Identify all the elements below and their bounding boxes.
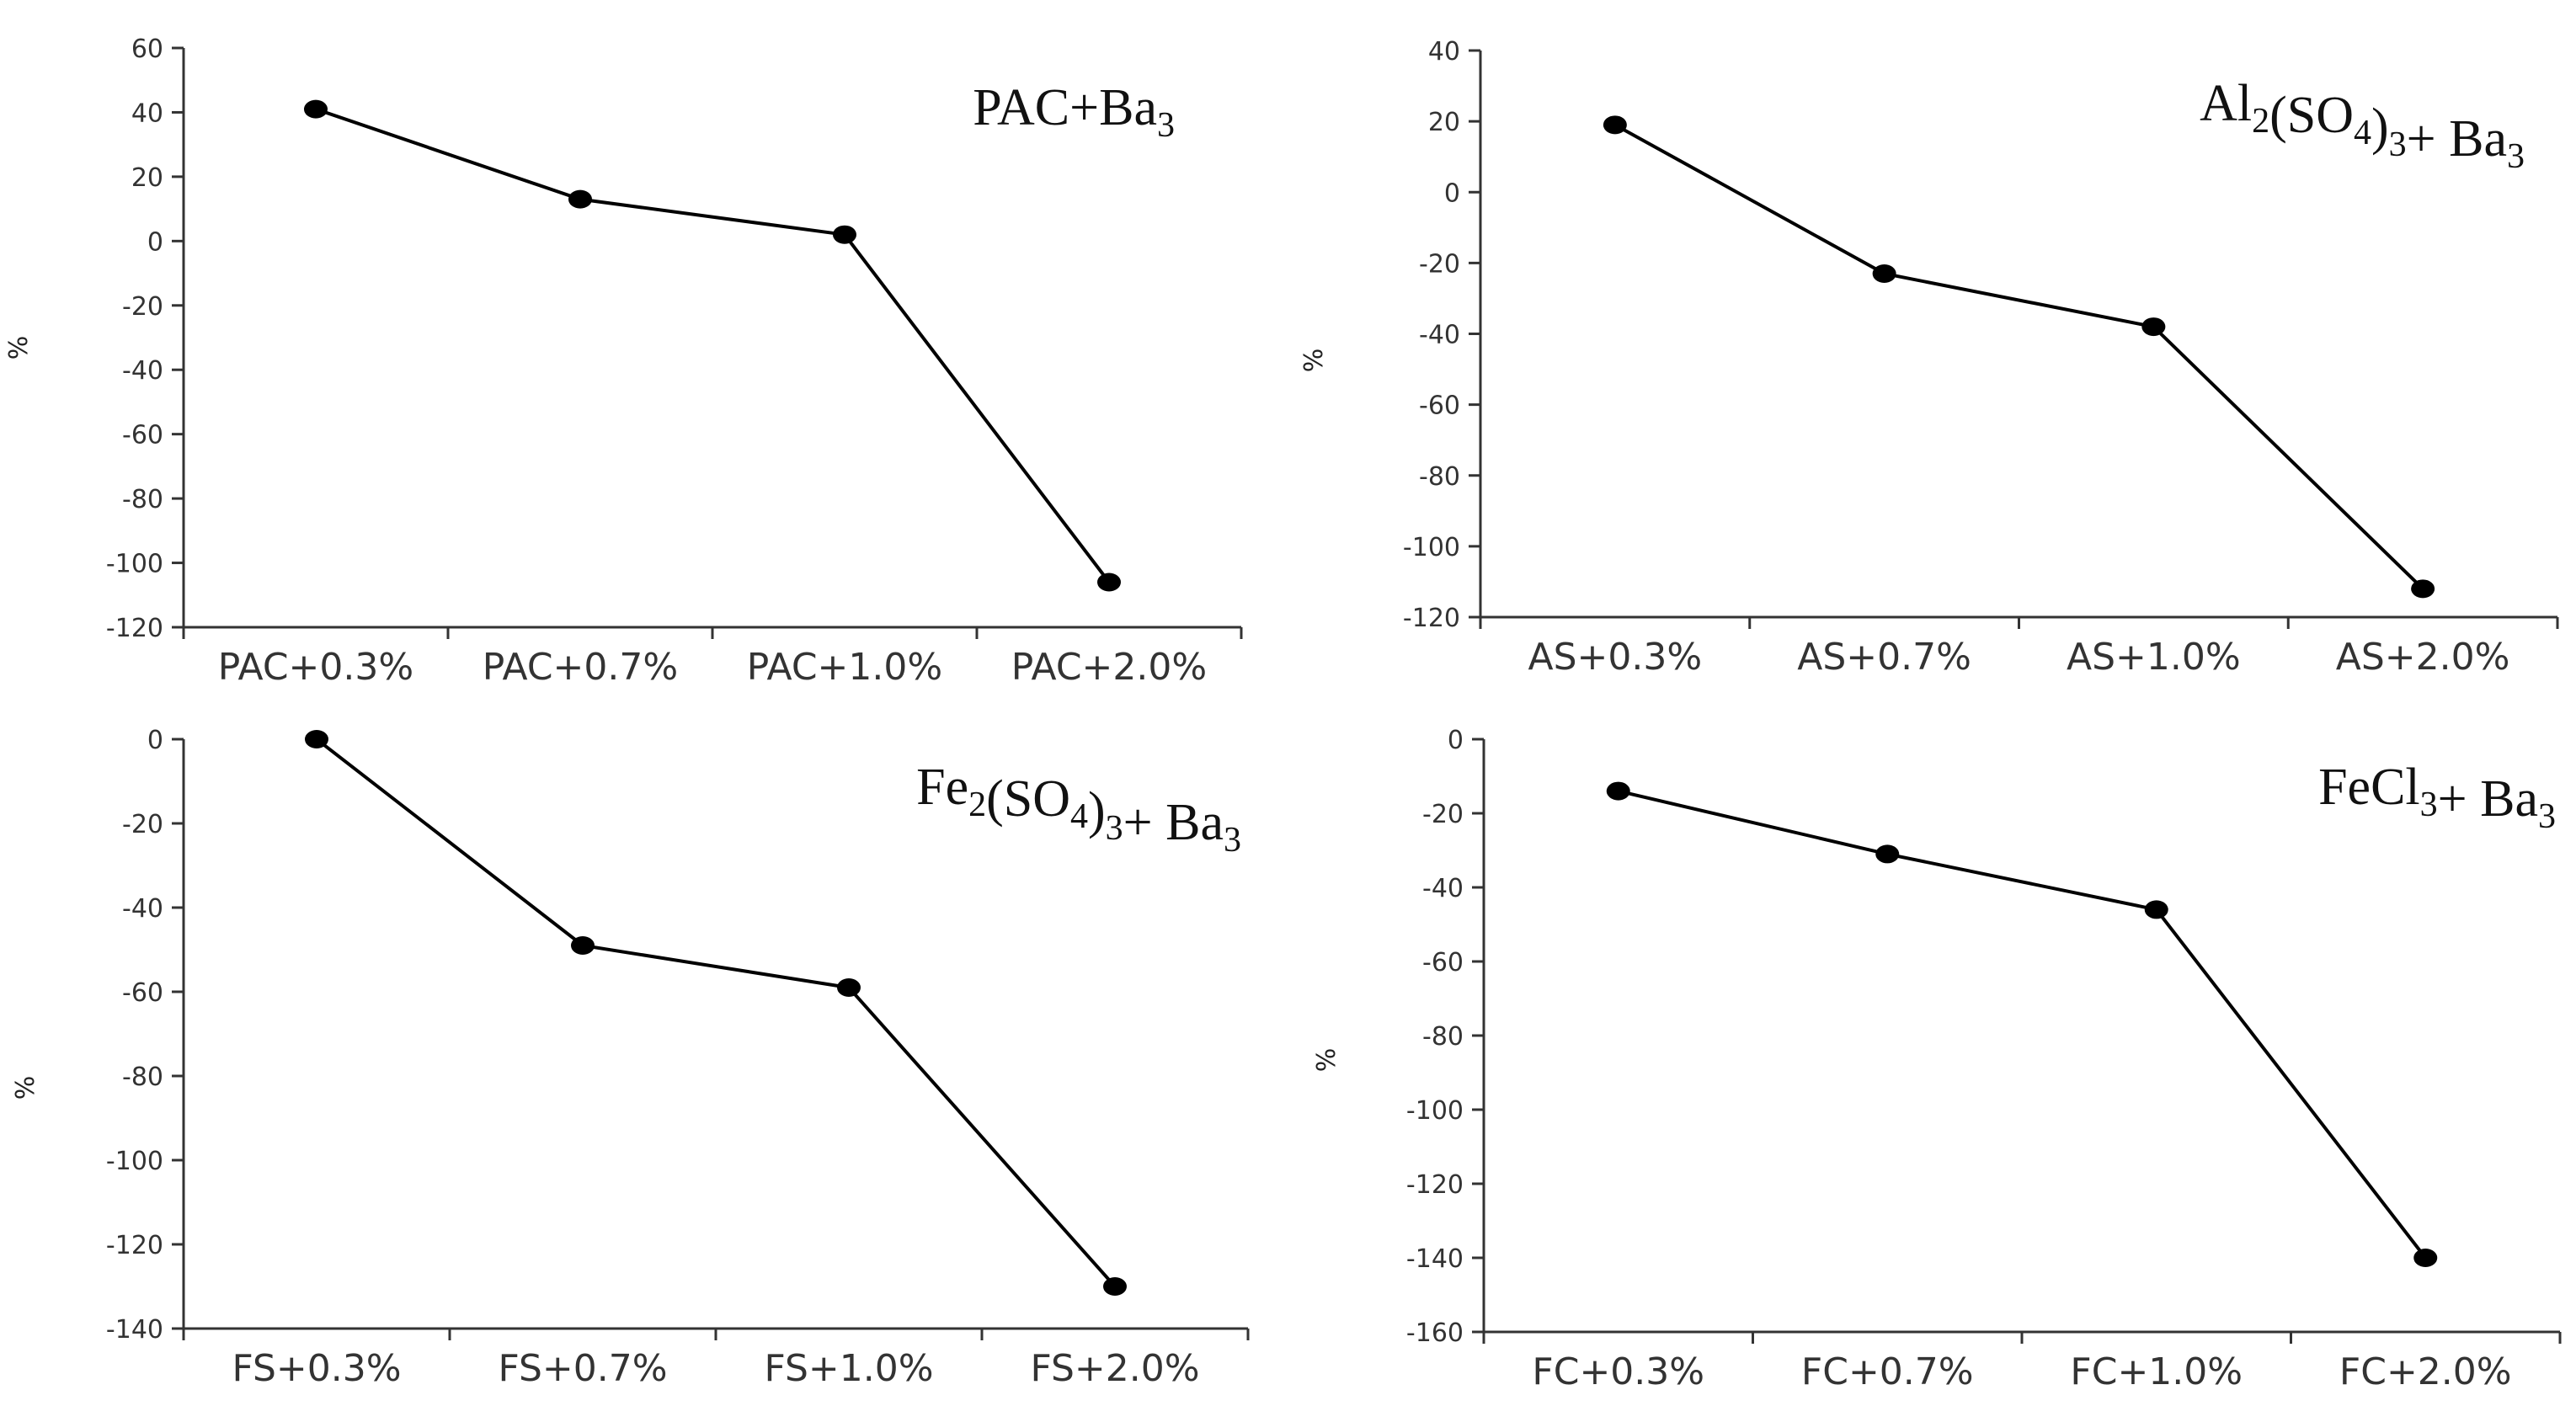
y-tick-label: -120 bbox=[1406, 1170, 1464, 1200]
y-tick-label: 20 bbox=[1428, 108, 1460, 137]
y-tick-label: -100 bbox=[106, 1147, 163, 1176]
chart-title: Fe2(SO4)3+ Ba3 bbox=[916, 759, 1241, 860]
series-line bbox=[315, 738, 1117, 1288]
y-tick-label: -140 bbox=[1406, 1244, 1464, 1274]
y-tick-label: -60 bbox=[122, 978, 163, 1008]
y-tick-label: -40 bbox=[122, 356, 163, 386]
y-axis-label: % bbox=[4, 336, 34, 360]
data-point bbox=[2141, 317, 2166, 337]
y-tick-label: 60 bbox=[131, 35, 163, 64]
x-tick-label: FS+1.0% bbox=[764, 1347, 933, 1390]
series-line bbox=[315, 107, 1111, 583]
y-tick-label: -40 bbox=[1422, 874, 1464, 903]
x-tick-label: FC+2.0% bbox=[2339, 1350, 2512, 1393]
x-tick-label: PAC+1.0% bbox=[747, 646, 942, 689]
y-tick-label: -60 bbox=[1422, 948, 1464, 977]
y-tick-label: -40 bbox=[1419, 321, 1460, 350]
y-tick-label: 0 bbox=[147, 726, 163, 755]
x-tick-label: PAC+2.0% bbox=[1011, 646, 1207, 689]
data-point bbox=[1103, 1277, 1127, 1296]
y-axis-label: % bbox=[1312, 1048, 1341, 1073]
x-tick-label: AS+0.7% bbox=[1797, 636, 1971, 679]
y-tick-label: -120 bbox=[106, 614, 163, 643]
y-tick-label: -60 bbox=[1419, 391, 1460, 421]
y-tick-label: -120 bbox=[1403, 604, 1460, 633]
data-point bbox=[1603, 115, 1627, 135]
y-tick-label: -40 bbox=[122, 894, 163, 924]
y-axis-label: % bbox=[11, 1076, 40, 1100]
x-tick-label: FS+0.3% bbox=[232, 1347, 401, 1390]
data-point bbox=[1097, 573, 1121, 592]
data-point bbox=[568, 189, 592, 209]
y-tick-label: 0 bbox=[147, 227, 163, 257]
y-tick-label: 20 bbox=[131, 163, 163, 193]
y-tick-label: -100 bbox=[1406, 1096, 1464, 1126]
data-point bbox=[1606, 781, 1630, 801]
x-tick-label: FC+1.0% bbox=[2070, 1350, 2243, 1393]
series-line bbox=[1618, 789, 2427, 1260]
data-point bbox=[2411, 579, 2435, 599]
data-point bbox=[2413, 1249, 2438, 1267]
x-tick-label: AS+2.0% bbox=[2336, 636, 2510, 679]
y-tick-label: -80 bbox=[1419, 462, 1460, 492]
series-line bbox=[1613, 123, 2424, 590]
y-tick-label: -140 bbox=[106, 1315, 163, 1345]
y-tick-label: -100 bbox=[1403, 533, 1460, 562]
y-tick-label: -80 bbox=[122, 485, 163, 514]
x-tick-label: FS+0.7% bbox=[498, 1347, 667, 1390]
y-tick-label: -20 bbox=[1419, 249, 1460, 279]
y-tick-label: -20 bbox=[122, 810, 163, 839]
data-point bbox=[1875, 844, 1900, 864]
x-tick-label: AS+0.3% bbox=[1528, 636, 1703, 679]
data-point bbox=[833, 225, 856, 244]
y-tick-label: -160 bbox=[1406, 1318, 1464, 1348]
chart-panel-3: 0 -20 -40 -60 -80 -100 -120 -140 FS+0.3% FS+0.7% F… bbox=[11, 726, 1250, 1390]
y-tick-label: 40 bbox=[1428, 37, 1460, 67]
chart-panel-1: 60 40 20 0 -20 -40 -60 -80 -100 -120 PAC+0.3% PAC+0… bbox=[4, 35, 1243, 689]
y-tick-label: -80 bbox=[122, 1063, 163, 1092]
y-tick-label: -20 bbox=[1422, 800, 1464, 829]
x-tick-label: FC+0.3% bbox=[1532, 1350, 1704, 1393]
data-point bbox=[2144, 900, 2168, 919]
y-tick-label: -60 bbox=[122, 421, 163, 450]
x-tick-label: AS+1.0% bbox=[2067, 636, 2241, 679]
y-tick-label: -80 bbox=[1422, 1022, 1464, 1052]
y-axis-label: % bbox=[1299, 349, 1329, 373]
y-tick-label: 0 bbox=[1448, 726, 1464, 755]
chart-panel-4: 0 -20 -40 -60 -80 -100 -120 -140 -160 FC+0.3% FC+0… bbox=[1312, 726, 2562, 1393]
x-tick-label: FS+2.0% bbox=[1030, 1347, 1199, 1390]
x-tick-label: FC+0.7% bbox=[1801, 1350, 1974, 1393]
chart-title: PAC+Ba3 bbox=[973, 79, 1175, 145]
y-tick-label: 0 bbox=[1444, 178, 1460, 208]
chart-panel-2: 40 20 0 -20 -40 -60 -80 -100 -120 AS+0.3% AS+0.7% A… bbox=[1299, 37, 2559, 679]
chart-title: Al2(SO4)3+ Ba3 bbox=[2200, 75, 2525, 176]
y-tick-label: 40 bbox=[131, 99, 163, 128]
data-point bbox=[1872, 264, 1896, 283]
chart-title: FeCl3+ Ba3 bbox=[2318, 759, 2556, 836]
x-tick-label: PAC+0.3% bbox=[218, 646, 413, 689]
y-tick-label: -20 bbox=[122, 292, 163, 322]
y-tick-label: -120 bbox=[106, 1231, 163, 1260]
data-point bbox=[571, 936, 595, 955]
data-point bbox=[837, 978, 861, 997]
y-tick-label: -100 bbox=[106, 550, 163, 579]
x-tick-label: PAC+0.7% bbox=[483, 646, 678, 689]
data-point bbox=[304, 99, 328, 119]
data-point bbox=[305, 730, 328, 748]
